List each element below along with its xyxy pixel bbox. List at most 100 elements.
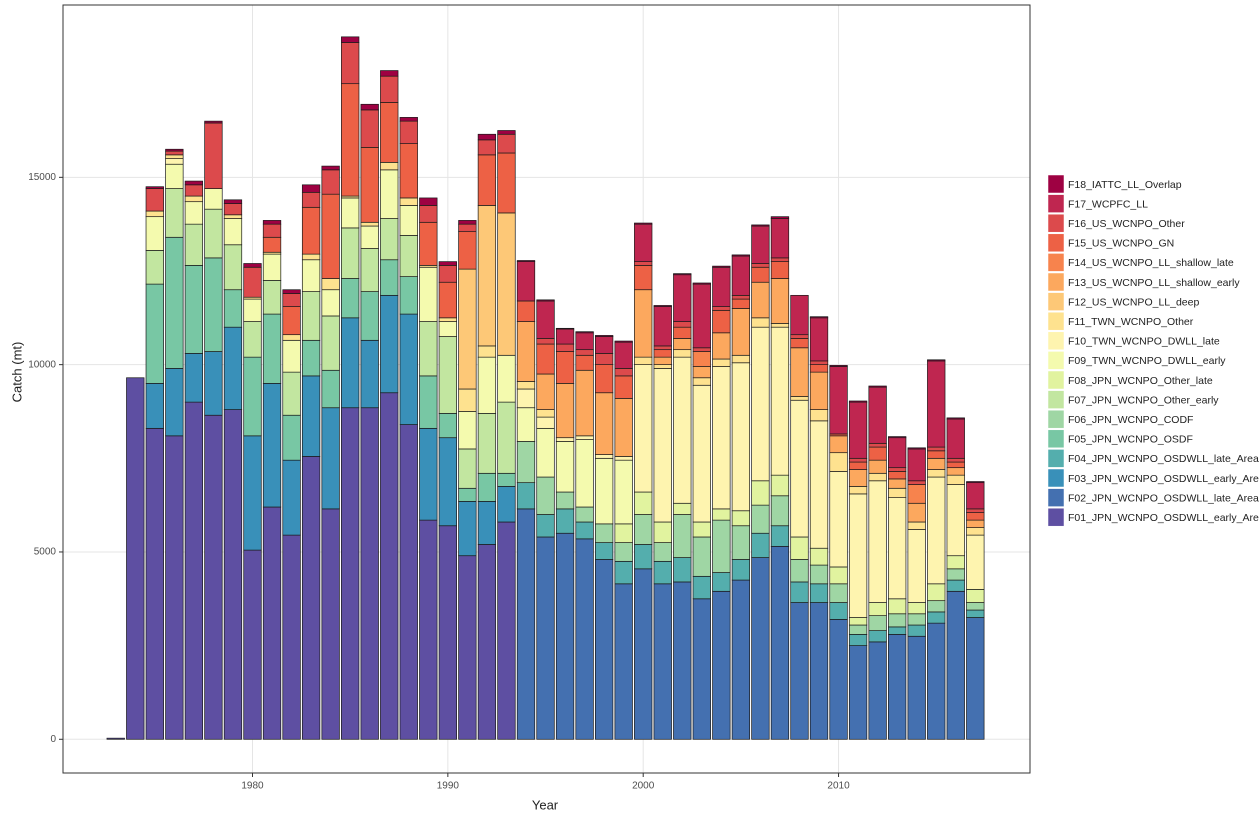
- bar-segment: [966, 534, 985, 590]
- bar-segment: [829, 471, 848, 568]
- bar-segment: [712, 358, 731, 367]
- bar-segment: [927, 450, 946, 459]
- bar-segment: [223, 244, 243, 291]
- bar-segment: [516, 388, 536, 409]
- bar-segment: [594, 336, 614, 354]
- bar-segment: [594, 364, 614, 394]
- bar-segment: [184, 223, 204, 266]
- bar-segment: [575, 435, 594, 440]
- bar-segment: [360, 103, 379, 111]
- bar-segment: [907, 447, 926, 450]
- legend-key: [1047, 311, 1065, 331]
- bar-segment: [477, 139, 497, 156]
- bar-segment: [692, 377, 711, 386]
- bar-segment: [634, 491, 653, 515]
- bar-segment: [145, 188, 164, 212]
- bar-segment: [673, 338, 692, 351]
- bar-segment: [243, 263, 262, 268]
- bar-segment: [888, 487, 907, 498]
- bar-segment: [848, 617, 868, 626]
- bar-segment: [301, 375, 321, 457]
- bar-segment: [301, 253, 321, 261]
- bar-segment: [946, 467, 965, 476]
- bar-segment: [907, 521, 926, 530]
- bar-segment: [790, 399, 809, 538]
- bar-segment: [829, 365, 848, 367]
- bar-segment: [829, 583, 848, 603]
- bar-segment: [848, 486, 868, 495]
- bar-segment: [575, 332, 594, 351]
- legend-key: [1047, 390, 1065, 409]
- bar-segment: [888, 467, 907, 472]
- bar-segment: [399, 143, 418, 199]
- bar-segment: [770, 545, 790, 740]
- bar-segment: [399, 197, 418, 206]
- bar-segment: [536, 536, 555, 740]
- bar-segment: [712, 266, 731, 307]
- bar-segment: [516, 441, 536, 484]
- bar-segment: [262, 253, 282, 281]
- bar-segment: [848, 645, 868, 740]
- bar-segment: [204, 414, 223, 740]
- bar-segment: [966, 508, 985, 513]
- bar-segment: [848, 461, 868, 470]
- bar-segment: [380, 218, 399, 261]
- bar-segment: [555, 491, 575, 510]
- bar-segment: [341, 227, 360, 279]
- bar-segment: [184, 201, 204, 225]
- bar-segment: [673, 581, 692, 740]
- bar-segment: [126, 377, 145, 740]
- bar-segment: [301, 259, 321, 292]
- bar-segment: [692, 536, 711, 577]
- bar-segment: [243, 321, 262, 358]
- bar-segment: [165, 150, 184, 156]
- bar-segment: [594, 559, 614, 740]
- legend-label: F15_US_WCNPO_GN: [1068, 238, 1174, 250]
- bar-segment: [809, 364, 829, 373]
- bar-segment: [692, 384, 711, 523]
- bar-segment: [204, 120, 223, 124]
- bar-segment: [848, 493, 868, 618]
- bar-segment: [380, 294, 399, 394]
- bar-segment: [380, 169, 399, 219]
- bar-segment: [497, 152, 516, 214]
- bar-segment: [888, 497, 907, 600]
- bar-segment: [536, 514, 555, 538]
- bar-segment: [614, 340, 633, 343]
- bar-segment: [497, 521, 516, 740]
- bar-segment: [790, 338, 809, 349]
- bar-segment: [262, 223, 282, 238]
- bar-segment: [809, 316, 829, 319]
- x-tick-label: 1980: [241, 781, 264, 792]
- bar-segment: [458, 220, 477, 225]
- bar-segment: [341, 36, 360, 43]
- bar-segment: [966, 589, 985, 603]
- bar-segment: [809, 409, 829, 422]
- bar-segment: [223, 199, 243, 204]
- bar-segment: [653, 521, 672, 543]
- bar-segment: [458, 501, 477, 557]
- x-tick-label: 2000: [632, 781, 655, 792]
- bar-segment: [907, 480, 926, 485]
- bar-segment: [966, 519, 985, 528]
- bar-segment: [751, 317, 770, 328]
- bar-segment: [321, 407, 340, 510]
- bar-segment: [555, 532, 575, 740]
- legend-label: F16_US_WCNPO_Other: [1068, 218, 1185, 230]
- bar-segment: [927, 360, 946, 448]
- bar-segment: [907, 484, 926, 504]
- legend-label: F01_JPN_WCNPO_OSDWLL_early_Area1: [1068, 512, 1259, 524]
- bar-segment: [399, 235, 418, 277]
- bar-segment: [966, 512, 985, 521]
- legend-label: F03_JPN_WCNPO_OSDWLL_early_Area2: [1068, 473, 1259, 485]
- bar-segment: [907, 602, 926, 615]
- bar-segment: [145, 210, 164, 218]
- bar-segment: [223, 409, 243, 740]
- bar-segment: [516, 407, 536, 442]
- bar-segment: [634, 265, 653, 291]
- legend-key: [1047, 272, 1065, 292]
- bar-segment: [321, 278, 340, 291]
- bar-segment: [165, 158, 184, 165]
- bar-segment: [419, 205, 438, 223]
- bar-segment: [341, 42, 360, 85]
